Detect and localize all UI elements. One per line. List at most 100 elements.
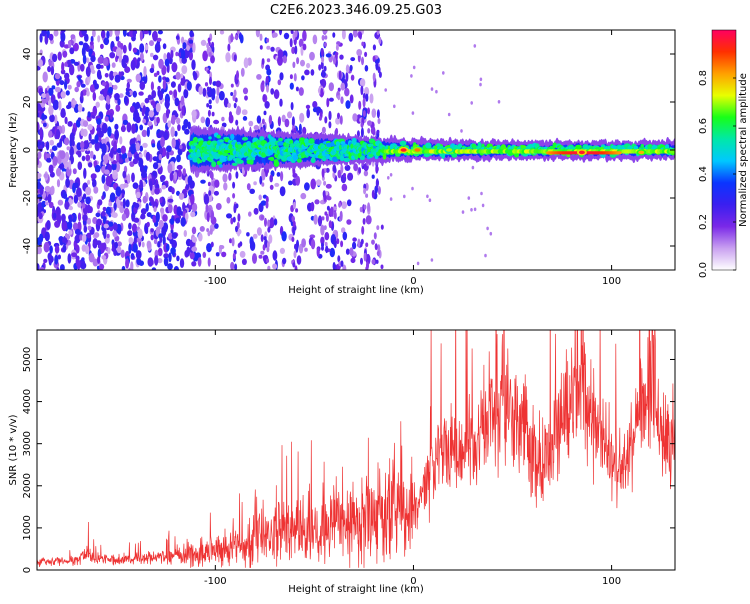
spectrogram-cell bbox=[352, 113, 358, 122]
spectrogram-cell bbox=[321, 216, 325, 221]
spectrogram-cell bbox=[162, 79, 167, 90]
spectrogram-cell bbox=[183, 230, 187, 237]
spectrogram-hotspot bbox=[446, 148, 453, 152]
spectrogram-cell bbox=[208, 136, 212, 140]
snr-x-tick-label: 100 bbox=[602, 576, 621, 587]
spectrogram-cell bbox=[57, 91, 61, 99]
spectrogram-cell bbox=[218, 90, 225, 101]
spectrogram-cell bbox=[162, 224, 168, 233]
spectrogram-cell bbox=[187, 121, 191, 130]
spectrogram-cell bbox=[281, 231, 287, 242]
spectrogram-cell bbox=[296, 57, 300, 65]
spectrogram-cell bbox=[371, 189, 375, 199]
spectrogram-cell bbox=[135, 250, 142, 260]
spectrogram-cell bbox=[39, 184, 44, 196]
spectrogram-cell bbox=[121, 265, 126, 270]
spectrogram-cell bbox=[97, 35, 101, 43]
spectrogram-cell bbox=[372, 145, 377, 149]
spectrogram-cell bbox=[290, 30, 294, 34]
spectrogram-cell bbox=[356, 49, 363, 56]
spectrogram-cell bbox=[134, 202, 140, 209]
spectrogram-cell bbox=[211, 161, 217, 168]
spectrogram-cell bbox=[170, 49, 174, 59]
spectrogram-cell bbox=[83, 225, 88, 233]
spectrogram-cell bbox=[112, 229, 118, 238]
spectrogram-cell bbox=[174, 97, 180, 107]
spectrogram-cell bbox=[292, 168, 296, 176]
spectrogram-cell bbox=[416, 261, 420, 266]
spectrogram-cell bbox=[105, 206, 112, 215]
spectrogram-cell bbox=[342, 231, 348, 241]
spectrogram-cell bbox=[270, 46, 275, 52]
spectrogram-cell bbox=[60, 108, 66, 117]
spectrogram-cell bbox=[300, 192, 307, 200]
spectrogram-cell bbox=[335, 230, 338, 238]
spectrogram-cell bbox=[161, 184, 166, 190]
spectrogram-cell bbox=[261, 118, 265, 125]
spectrogram-xlabel: Height of straight line (km) bbox=[288, 285, 424, 296]
spectrogram-cell bbox=[171, 62, 178, 73]
spectrogram-cell bbox=[219, 139, 224, 143]
spectrogram-ylabel: Frequency (Hz) bbox=[8, 112, 19, 188]
spectrogram-cell bbox=[62, 192, 68, 199]
spectrogram-cell bbox=[171, 232, 178, 239]
spectrogram-cell bbox=[108, 30, 113, 37]
spectrogram-cell bbox=[324, 42, 327, 47]
spectrogram-cell bbox=[273, 218, 278, 226]
spectrogram-cell bbox=[137, 228, 143, 239]
spectrogram-cell bbox=[64, 201, 70, 210]
spectrogram-cell bbox=[270, 88, 275, 95]
spectrogram-cell bbox=[479, 77, 483, 82]
spectrogram-cell bbox=[97, 199, 103, 206]
spectrogram-cell bbox=[219, 245, 225, 250]
spectrogram-cell bbox=[353, 163, 358, 172]
spectrogram-cell bbox=[372, 55, 376, 63]
spectrogram-cell bbox=[130, 253, 135, 260]
spectrogram-cell bbox=[132, 243, 138, 253]
spectrogram-cell bbox=[144, 97, 150, 104]
spectrogram-cell bbox=[55, 129, 61, 140]
spectrogram-cell bbox=[260, 215, 264, 220]
spectrogram-cell bbox=[214, 223, 219, 229]
snr-frame bbox=[36, 329, 676, 571]
spectrogram-cell bbox=[101, 143, 107, 155]
spectrogram-cell bbox=[106, 94, 110, 104]
spectrogram-cell bbox=[202, 251, 207, 258]
spectrogram-cell bbox=[96, 118, 102, 125]
spectrogram-cell bbox=[77, 103, 83, 113]
spectrogram-cell bbox=[333, 239, 337, 249]
spectrogram-cell bbox=[168, 252, 172, 263]
spectrogram-cell bbox=[256, 74, 262, 80]
spectrogram-cell bbox=[114, 241, 118, 249]
spectrogram-cell bbox=[349, 247, 354, 256]
spectrogram-cell bbox=[575, 144, 582, 149]
spectrogram-cell bbox=[261, 182, 265, 187]
spectrogram-cell bbox=[344, 164, 351, 171]
spectrogram-cell bbox=[93, 232, 100, 238]
spectrogram-cell bbox=[290, 102, 294, 111]
spectrogram-cell bbox=[266, 68, 272, 76]
spectrogram-cell bbox=[345, 100, 351, 109]
spectrogram-cell bbox=[259, 33, 263, 41]
spectrogram-cell bbox=[81, 202, 86, 209]
spectrogram-cell bbox=[175, 71, 181, 80]
spectrogram-cell bbox=[242, 116, 248, 121]
spectrogram-cell bbox=[484, 253, 487, 258]
spectrogram-cell bbox=[228, 144, 233, 150]
spectrogram-cell bbox=[117, 241, 122, 247]
spectrogram-cell bbox=[617, 151, 622, 155]
spectrogram-cell bbox=[180, 49, 186, 60]
spectrogram-cell bbox=[253, 124, 260, 131]
spectrogram-cell bbox=[48, 164, 54, 174]
spectrogram-cell bbox=[344, 87, 350, 97]
spectrogram-cell bbox=[345, 64, 350, 74]
spectrogram-cell bbox=[283, 32, 290, 40]
spectrogram-cell bbox=[377, 186, 381, 195]
spectrogram-cell bbox=[113, 248, 117, 256]
spectrogram-cell bbox=[292, 262, 296, 268]
spectrogram-cell bbox=[190, 193, 195, 205]
spectrogram-cell bbox=[280, 171, 284, 182]
spectrogram-cell bbox=[355, 142, 360, 147]
spectrogram-cell bbox=[101, 138, 107, 145]
spectrogram-cell bbox=[109, 192, 116, 203]
